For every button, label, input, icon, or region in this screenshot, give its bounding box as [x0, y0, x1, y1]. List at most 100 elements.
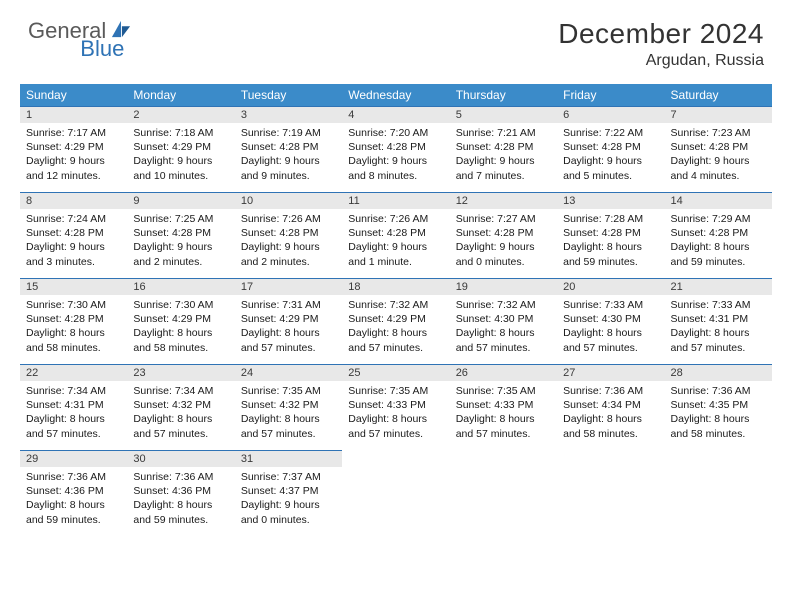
sunrise-line: Sunrise: 7:21 AM — [456, 126, 551, 140]
day-body: Sunrise: 7:26 AMSunset: 4:28 PMDaylight:… — [235, 209, 342, 273]
sunrise-line: Sunrise: 7:35 AM — [241, 384, 336, 398]
daylight-line: Daylight: 8 hours and 59 minutes. — [671, 240, 766, 268]
calendar-cell: 30Sunrise: 7:36 AMSunset: 4:36 PMDayligh… — [127, 450, 234, 536]
daylight-line: Daylight: 8 hours and 59 minutes. — [563, 240, 658, 268]
day-body: Sunrise: 7:33 AMSunset: 4:30 PMDaylight:… — [557, 295, 664, 359]
sunset-line: Sunset: 4:34 PM — [563, 398, 658, 412]
day-body: Sunrise: 7:30 AMSunset: 4:28 PMDaylight:… — [20, 295, 127, 359]
sunrise-line: Sunrise: 7:19 AM — [241, 126, 336, 140]
sunrise-line: Sunrise: 7:18 AM — [133, 126, 228, 140]
calendar-table: Sunday Monday Tuesday Wednesday Thursday… — [20, 84, 772, 536]
day-number: 31 — [235, 450, 342, 467]
day-number: 4 — [342, 106, 449, 123]
calendar-cell: 10Sunrise: 7:26 AMSunset: 4:28 PMDayligh… — [235, 192, 342, 278]
sunset-line: Sunset: 4:36 PM — [26, 484, 121, 498]
daylight-line: Daylight: 9 hours and 9 minutes. — [241, 154, 336, 182]
sunset-line: Sunset: 4:30 PM — [456, 312, 551, 326]
day-body: Sunrise: 7:34 AMSunset: 4:32 PMDaylight:… — [127, 381, 234, 445]
weekday-header: Wednesday — [342, 84, 449, 106]
sunset-line: Sunset: 4:36 PM — [133, 484, 228, 498]
day-body: Sunrise: 7:20 AMSunset: 4:28 PMDaylight:… — [342, 123, 449, 187]
sunset-line: Sunset: 4:28 PM — [671, 140, 766, 154]
sunset-line: Sunset: 4:31 PM — [671, 312, 766, 326]
header: General Blue December 2024 Argudan, Russ… — [0, 0, 792, 78]
daylight-line: Daylight: 8 hours and 59 minutes. — [26, 498, 121, 526]
sunrise-line: Sunrise: 7:30 AM — [133, 298, 228, 312]
sunrise-line: Sunrise: 7:36 AM — [26, 470, 121, 484]
calendar-cell: 21Sunrise: 7:33 AMSunset: 4:31 PMDayligh… — [665, 278, 772, 364]
sunrise-line: Sunrise: 7:32 AM — [456, 298, 551, 312]
day-number: 21 — [665, 278, 772, 295]
calendar-cell: 11Sunrise: 7:26 AMSunset: 4:28 PMDayligh… — [342, 192, 449, 278]
sunset-line: Sunset: 4:30 PM — [563, 312, 658, 326]
daylight-line: Daylight: 8 hours and 57 minutes. — [26, 412, 121, 440]
daylight-line: Daylight: 8 hours and 58 minutes. — [133, 326, 228, 354]
sunset-line: Sunset: 4:28 PM — [563, 140, 658, 154]
sunset-line: Sunset: 4:33 PM — [348, 398, 443, 412]
calendar-cell: 29Sunrise: 7:36 AMSunset: 4:36 PMDayligh… — [20, 450, 127, 536]
calendar-cell: 6Sunrise: 7:22 AMSunset: 4:28 PMDaylight… — [557, 106, 664, 192]
daylight-line: Daylight: 8 hours and 57 minutes. — [456, 412, 551, 440]
day-body: Sunrise: 7:17 AMSunset: 4:29 PMDaylight:… — [20, 123, 127, 187]
day-number: 24 — [235, 364, 342, 381]
day-number: 1 — [20, 106, 127, 123]
logo-text-blue: Blue — [80, 36, 124, 62]
sunset-line: Sunset: 4:28 PM — [456, 140, 551, 154]
sunrise-line: Sunrise: 7:25 AM — [133, 212, 228, 226]
weekday-header: Thursday — [450, 84, 557, 106]
sunset-line: Sunset: 4:33 PM — [456, 398, 551, 412]
day-body: Sunrise: 7:18 AMSunset: 4:29 PMDaylight:… — [127, 123, 234, 187]
calendar-week-row: 22Sunrise: 7:34 AMSunset: 4:31 PMDayligh… — [20, 364, 772, 450]
day-body: Sunrise: 7:30 AMSunset: 4:29 PMDaylight:… — [127, 295, 234, 359]
calendar-cell: 24Sunrise: 7:35 AMSunset: 4:32 PMDayligh… — [235, 364, 342, 450]
calendar-cell: 12Sunrise: 7:27 AMSunset: 4:28 PMDayligh… — [450, 192, 557, 278]
sunset-line: Sunset: 4:29 PM — [26, 140, 121, 154]
calendar-cell: 3Sunrise: 7:19 AMSunset: 4:28 PMDaylight… — [235, 106, 342, 192]
day-number: 19 — [450, 278, 557, 295]
sunrise-line: Sunrise: 7:29 AM — [671, 212, 766, 226]
calendar-cell: 28Sunrise: 7:36 AMSunset: 4:35 PMDayligh… — [665, 364, 772, 450]
sunset-line: Sunset: 4:28 PM — [671, 226, 766, 240]
day-number: 30 — [127, 450, 234, 467]
sunset-line: Sunset: 4:32 PM — [133, 398, 228, 412]
logo: General Blue — [28, 18, 180, 44]
day-body: Sunrise: 7:37 AMSunset: 4:37 PMDaylight:… — [235, 467, 342, 531]
daylight-line: Daylight: 8 hours and 58 minutes. — [26, 326, 121, 354]
sunset-line: Sunset: 4:28 PM — [456, 226, 551, 240]
daylight-line: Daylight: 9 hours and 5 minutes. — [563, 154, 658, 182]
daylight-line: Daylight: 9 hours and 2 minutes. — [241, 240, 336, 268]
sunset-line: Sunset: 4:31 PM — [26, 398, 121, 412]
daylight-line: Daylight: 9 hours and 4 minutes. — [671, 154, 766, 182]
sunrise-line: Sunrise: 7:37 AM — [241, 470, 336, 484]
weekday-row: Sunday Monday Tuesday Wednesday Thursday… — [20, 84, 772, 106]
sunrise-line: Sunrise: 7:24 AM — [26, 212, 121, 226]
calendar-cell — [342, 450, 449, 536]
calendar-cell: 2Sunrise: 7:18 AMSunset: 4:29 PMDaylight… — [127, 106, 234, 192]
day-body: Sunrise: 7:28 AMSunset: 4:28 PMDaylight:… — [557, 209, 664, 273]
calendar-cell — [665, 450, 772, 536]
calendar-cell: 27Sunrise: 7:36 AMSunset: 4:34 PMDayligh… — [557, 364, 664, 450]
daylight-line: Daylight: 8 hours and 57 minutes. — [241, 326, 336, 354]
day-body: Sunrise: 7:21 AMSunset: 4:28 PMDaylight:… — [450, 123, 557, 187]
daylight-line: Daylight: 9 hours and 7 minutes. — [456, 154, 551, 182]
calendar-week-row: 1Sunrise: 7:17 AMSunset: 4:29 PMDaylight… — [20, 106, 772, 192]
day-number: 23 — [127, 364, 234, 381]
daylight-line: Daylight: 8 hours and 57 minutes. — [348, 326, 443, 354]
weekday-header: Sunday — [20, 84, 127, 106]
sunset-line: Sunset: 4:28 PM — [563, 226, 658, 240]
day-number: 11 — [342, 192, 449, 209]
sunset-line: Sunset: 4:28 PM — [241, 226, 336, 240]
sunrise-line: Sunrise: 7:32 AM — [348, 298, 443, 312]
day-number: 26 — [450, 364, 557, 381]
day-number: 16 — [127, 278, 234, 295]
daylight-line: Daylight: 9 hours and 12 minutes. — [26, 154, 121, 182]
sunrise-line: Sunrise: 7:36 AM — [671, 384, 766, 398]
location-label: Argudan, Russia — [558, 52, 764, 70]
day-body: Sunrise: 7:19 AMSunset: 4:28 PMDaylight:… — [235, 123, 342, 187]
day-number: 14 — [665, 192, 772, 209]
weekday-header: Tuesday — [235, 84, 342, 106]
calendar-week-row: 8Sunrise: 7:24 AMSunset: 4:28 PMDaylight… — [20, 192, 772, 278]
daylight-line: Daylight: 8 hours and 58 minutes. — [563, 412, 658, 440]
sunrise-line: Sunrise: 7:34 AM — [133, 384, 228, 398]
calendar-cell: 7Sunrise: 7:23 AMSunset: 4:28 PMDaylight… — [665, 106, 772, 192]
